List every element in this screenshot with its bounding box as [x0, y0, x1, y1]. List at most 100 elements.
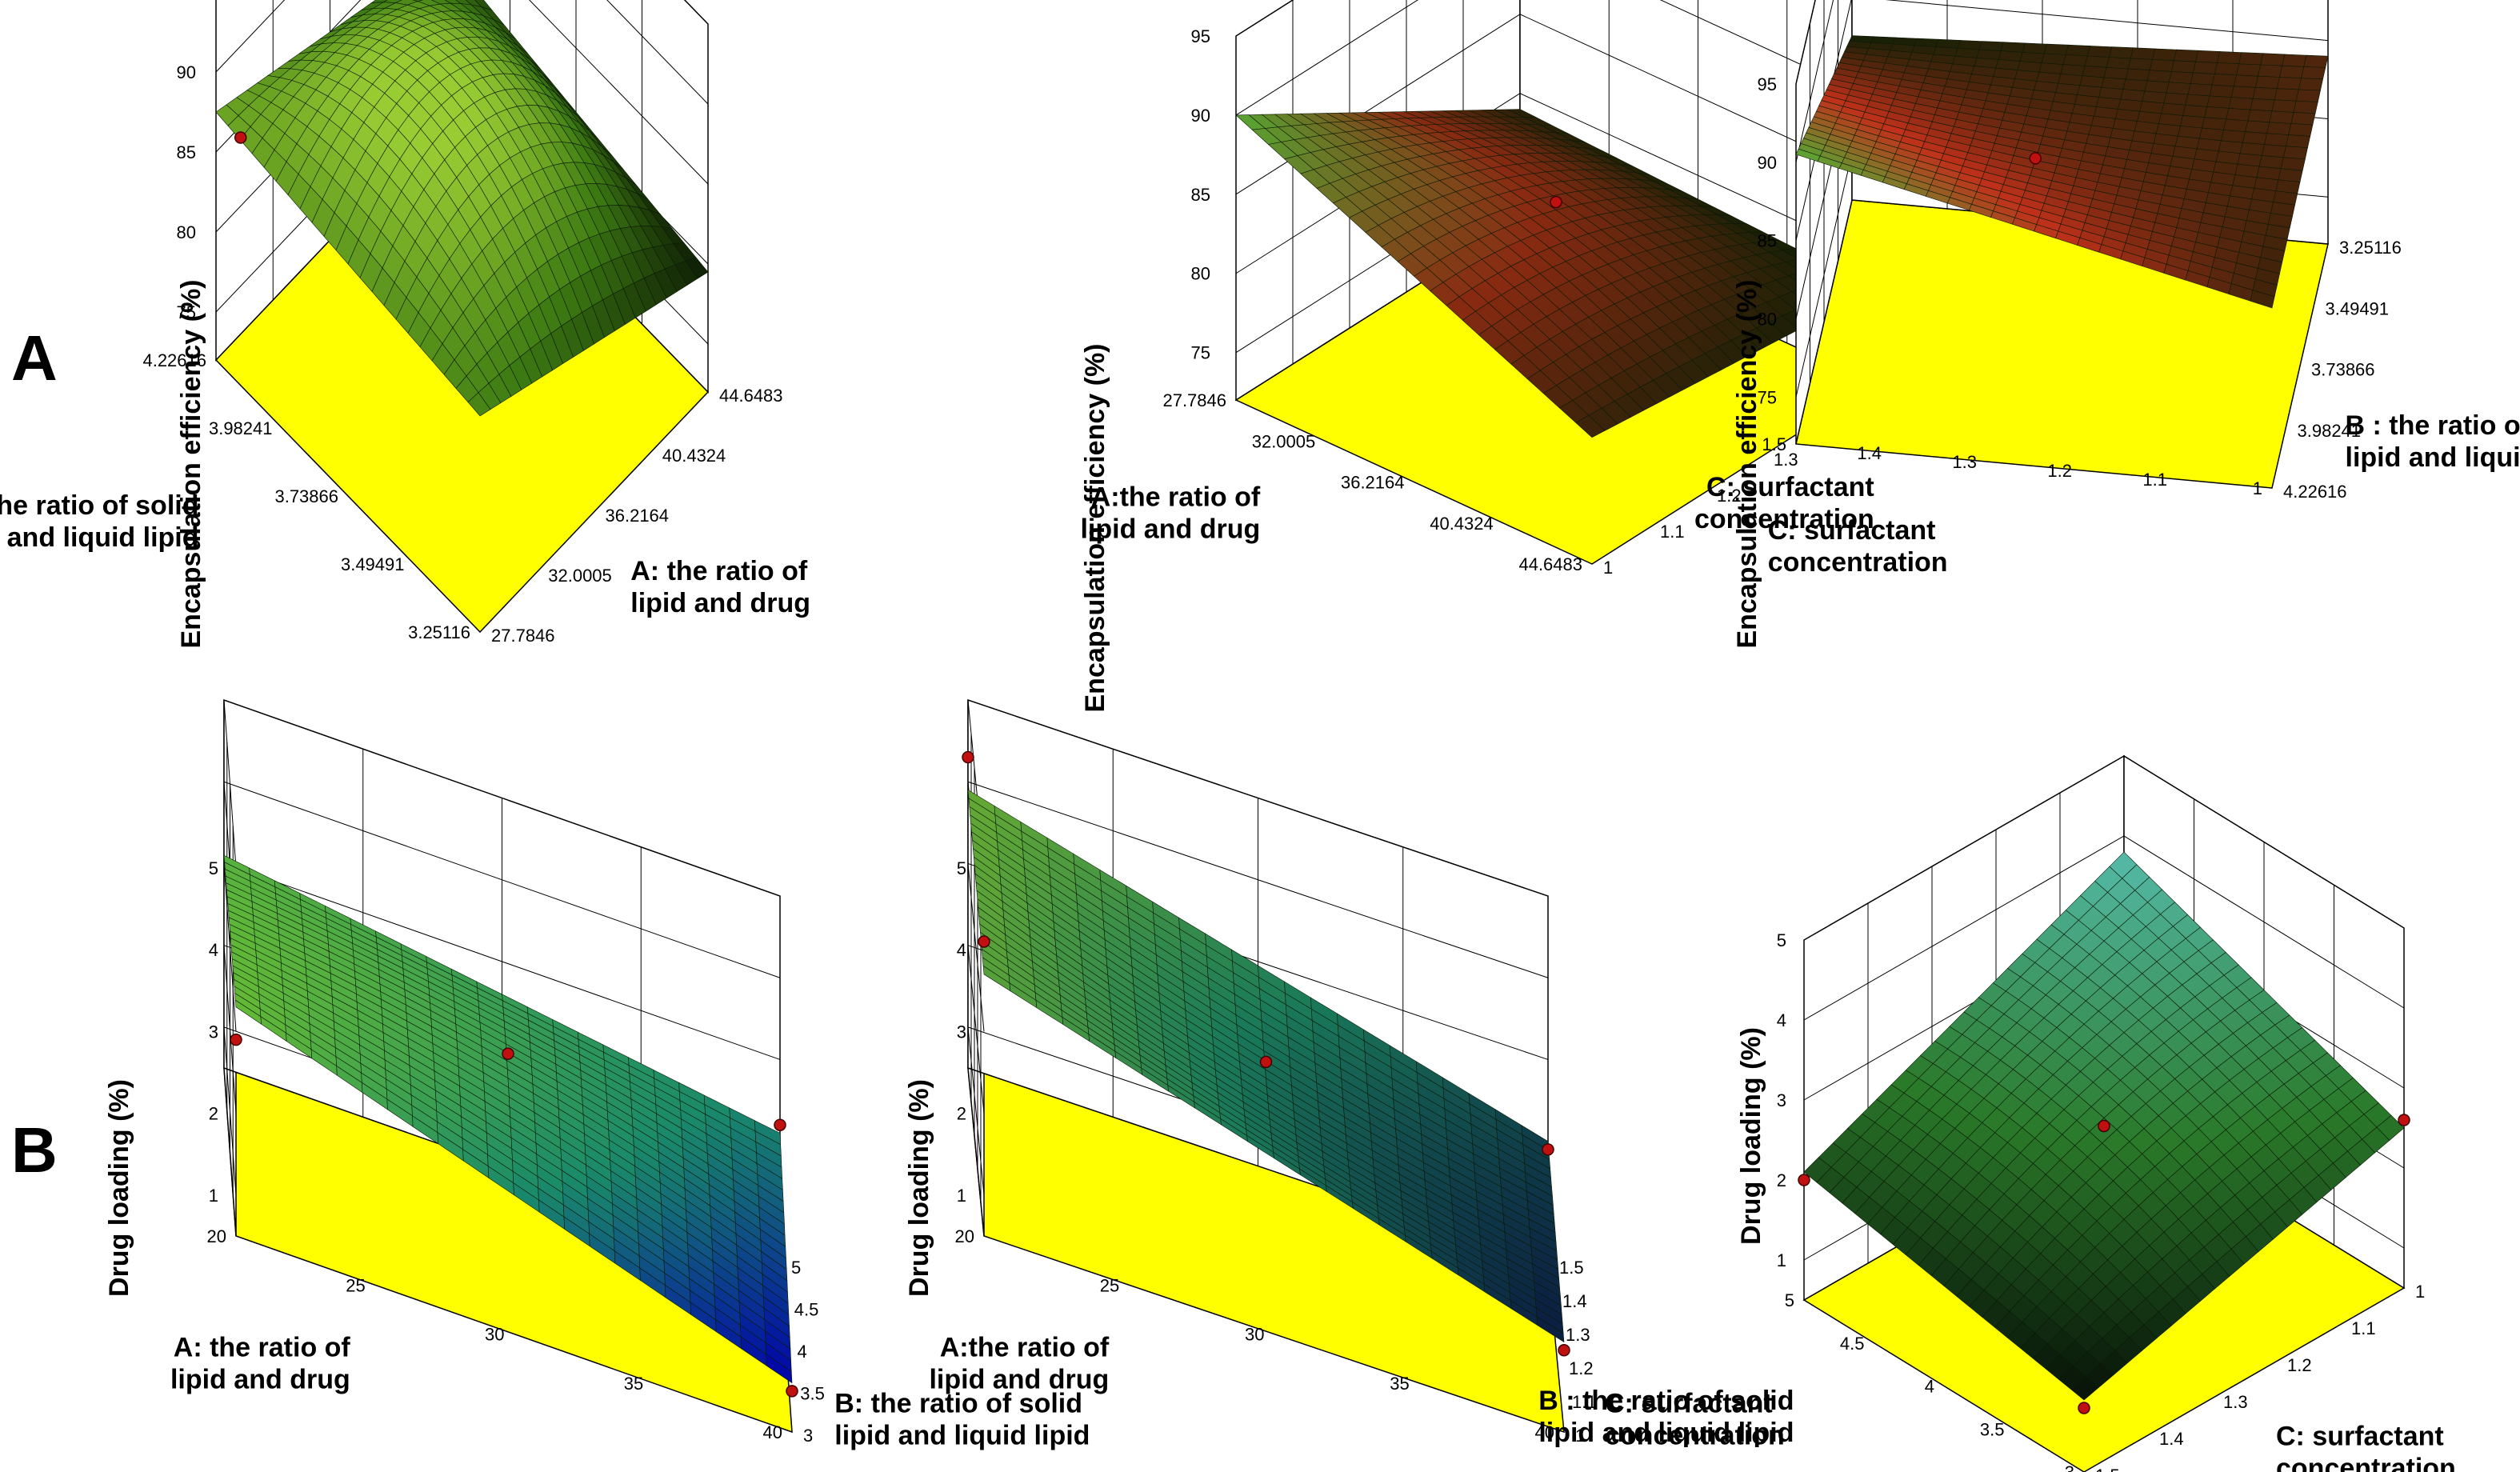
surface-patch	[2271, 99, 2297, 113]
left-axis-tick-label: 3.73866	[274, 486, 338, 506]
left-axis-title-line: lipid and drug	[929, 1364, 1109, 1394]
surface-patch	[2293, 100, 2318, 114]
surface-patch	[2041, 53, 2066, 65]
right-axis-tick-label: 1.3	[1774, 450, 1798, 470]
surface-patch	[2174, 49, 2199, 62]
surface-patch	[1957, 40, 1982, 50]
surface-patch	[2211, 74, 2237, 87]
left-axis-title: B : the ratio of solid lipid and liquid l…	[1538, 1386, 1794, 1448]
right-axis-tick-label: 40.4324	[662, 446, 726, 466]
surface-patch	[2258, 64, 2283, 78]
left-axis-title-line: A:the ratio of	[940, 1332, 1110, 1362]
left-axis-tick-label: 20	[955, 1226, 974, 1246]
z-axis-tick-label: 85	[177, 142, 196, 162]
surface-patch	[2122, 78, 2148, 92]
left-axis-tick-label: 35	[1390, 1374, 1409, 1394]
surface-plot-3: 1 1.1 1.2 1.3 1.4 1.5 4.22616 3.98241 3.73866 3.4…	[1694, 0, 2520, 649]
wall-grid-line	[215, 0, 709, 105]
left-axis-tick-label: 20	[207, 1226, 226, 1246]
surface-patch	[2261, 144, 2286, 158]
wall-grid-line	[223, 699, 781, 897]
right-axis-tick-label: 1	[1603, 558, 1613, 578]
surface-patch	[412, 0, 424, 2]
surface-patch	[2245, 120, 2270, 134]
right-axis-title-line: lipid and liquid lipid	[834, 1421, 1090, 1451]
left-axis-title-line: concentration	[1694, 504, 1874, 534]
design-point	[230, 1033, 242, 1046]
right-axis-tick-label: 1.2	[1569, 1358, 1594, 1378]
right-axis-tick-label: 1.3	[1566, 1325, 1590, 1345]
left-axis-title-line: A: the ratio of	[174, 1332, 351, 1362]
surface-patch	[2206, 95, 2232, 109]
design-point	[1259, 1055, 1273, 1069]
surface-patch	[2125, 68, 2150, 82]
design-point	[786, 1385, 798, 1398]
surface-patch	[2233, 74, 2258, 88]
left-axis-tick-label: 1.3	[1952, 452, 1977, 472]
surface-patch	[2166, 82, 2191, 95]
left-axis-title: C: surfactant concentration	[1694, 472, 1874, 534]
left-axis-tick-label: 25	[346, 1275, 365, 1295]
z-axis-title: Drug loading (%)	[104, 1079, 134, 1297]
right-axis-tick-label: 5	[791, 1258, 801, 1278]
z-axis-tick-label: 80	[1758, 309, 1777, 329]
right-axis-tick-label: 32.0005	[548, 566, 612, 586]
z-axis-tick-label: 95	[177, 0, 196, 2]
surface-patch	[2182, 104, 2208, 118]
z-axis-title: Encapsulation efficiency (%)	[176, 280, 206, 649]
z-axis-tick-label: 4	[209, 940, 218, 960]
left-axis-tick-label: 36.2164	[1341, 473, 1405, 493]
right-axis-tick-label: 1.1	[1572, 1392, 1597, 1412]
left-axis-tick-label: 32.0005	[1252, 431, 1316, 451]
right-axis-title-line: C: surfactant	[1768, 515, 1936, 546]
z-axis-tick-label: 80	[177, 222, 196, 242]
surface-patch	[2286, 134, 2311, 149]
right-axis-title-line: B: the ratio of solid	[834, 1389, 1082, 1419]
z-axis-title: Encapsulation efficiency (%)	[1732, 280, 1762, 649]
wall-grid-line	[967, 862, 1549, 1060]
surface-patch	[2168, 71, 2194, 84]
z-axis-tick-label: 2	[209, 1104, 218, 1124]
surface-patch	[1978, 41, 2004, 52]
right-axis-tick-label: 3	[803, 1426, 813, 1446]
z-axis-tick-label: 95	[1758, 74, 1777, 94]
surface-patch	[2238, 52, 2264, 66]
z-axis-title: Drug loading (%)	[904, 1079, 934, 1297]
surface-patch	[2109, 46, 2134, 59]
right-axis-title-line: concentration	[1768, 547, 1948, 578]
z-axis-tick-label: 1	[1777, 1250, 1786, 1270]
z-axis-tick-label: 3	[1777, 1090, 1786, 1110]
left-axis-tick-label: 35	[624, 1374, 643, 1394]
design-point	[1558, 1344, 1570, 1357]
right-axis-tick-label: 36.2164	[606, 506, 670, 526]
surface-patch	[2252, 86, 2278, 101]
left-axis-title: A:the ratio of lipid and drug	[929, 1332, 1109, 1394]
surface-patch	[2204, 106, 2230, 120]
surface-patch	[2277, 77, 2302, 90]
left-axis-tick-label: 30	[1245, 1325, 1264, 1345]
wall-grid-line	[1803, 835, 2405, 1021]
right-axis-tick-label: 3.25116	[2339, 238, 2402, 258]
surface-patch	[2290, 112, 2316, 126]
left-axis-tick-label: 27.7846	[1162, 390, 1226, 410]
surface-patch	[2250, 290, 2275, 309]
design-point	[962, 750, 974, 764]
surface-patch	[2217, 51, 2242, 65]
left-axis-tick-label: 1.2	[2047, 461, 2072, 481]
surface-patch	[2298, 78, 2323, 91]
left-axis-title-line: lipid and liquid lipid	[1538, 1418, 1794, 1448]
surface-patch	[766, 1354, 793, 1384]
surface-patch	[2295, 89, 2321, 102]
right-axis-tick-label: 44.6483	[719, 386, 783, 406]
surface-patch	[1536, 1316, 1565, 1343]
right-axis-tick-label: 3.73866	[2311, 360, 2375, 380]
panel-label-a: A	[11, 322, 58, 394]
surface-patch	[2274, 88, 2299, 102]
left-axis-title-line: lipid and drug	[1080, 514, 1260, 544]
left-axis-tick-label: 30	[485, 1325, 504, 1345]
left-axis-tick-label: 3.25116	[408, 622, 470, 642]
right-axis-title: C: surfactant concentration	[1768, 515, 1948, 578]
surface-patch	[2062, 54, 2088, 66]
